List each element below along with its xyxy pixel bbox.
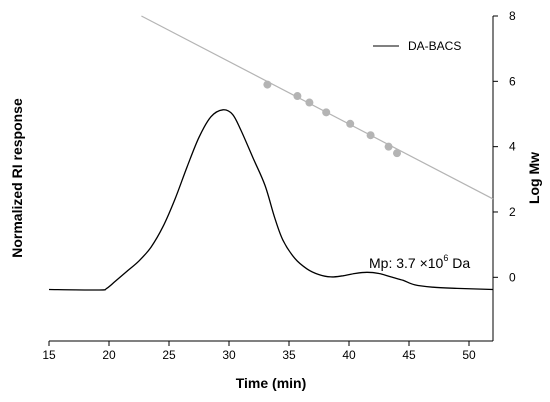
standard-point (293, 92, 302, 101)
mp-annotation-exponent: 6 (443, 253, 448, 263)
right-tick-label: 6 (509, 74, 516, 88)
x-tick-label: 35 (282, 348, 296, 362)
x-tick-label: 15 (42, 348, 56, 362)
ri-trace-da-bacs (48, 109, 494, 291)
standard-point (384, 142, 393, 151)
standard-point (393, 149, 401, 158)
right-y-ticks: 0 2 4 6 8 (493, 9, 516, 284)
right-tick-label: 0 (509, 270, 516, 284)
mp-annotation-suffix: Da (448, 255, 470, 271)
mp-annotation: Mp: 3.7 ×106 Da (369, 253, 470, 271)
standard-point (322, 108, 331, 117)
x-tick-label: 45 (402, 348, 416, 362)
right-tick-label: 4 (509, 140, 516, 154)
standard-point (305, 98, 314, 107)
legend: DA-BACS (373, 39, 461, 53)
x-ticks: 15 20 25 30 35 40 45 50 (42, 341, 476, 362)
right-y-axis-title: Log Mw (526, 152, 542, 204)
x-tick-label: 20 (102, 348, 116, 362)
legend-label: DA-BACS (408, 39, 461, 53)
standard-point (346, 119, 355, 128)
mp-annotation-prefix: Mp: 3.7 ×10 (369, 255, 444, 271)
x-tick-label: 25 (162, 348, 176, 362)
x-axis-title: Time (min) (236, 375, 307, 391)
right-tick-label: 8 (509, 9, 516, 23)
calibration-line (141, 15, 494, 200)
right-tick-label: 2 (509, 205, 516, 219)
x-tick-label: 50 (462, 348, 476, 362)
x-tick-label: 40 (342, 348, 356, 362)
left-y-axis-title: Normalized RI response (9, 98, 25, 258)
standard-point (366, 131, 375, 140)
series-layer (48, 15, 494, 291)
standard-point (263, 80, 272, 89)
x-tick-label: 30 (222, 348, 236, 362)
